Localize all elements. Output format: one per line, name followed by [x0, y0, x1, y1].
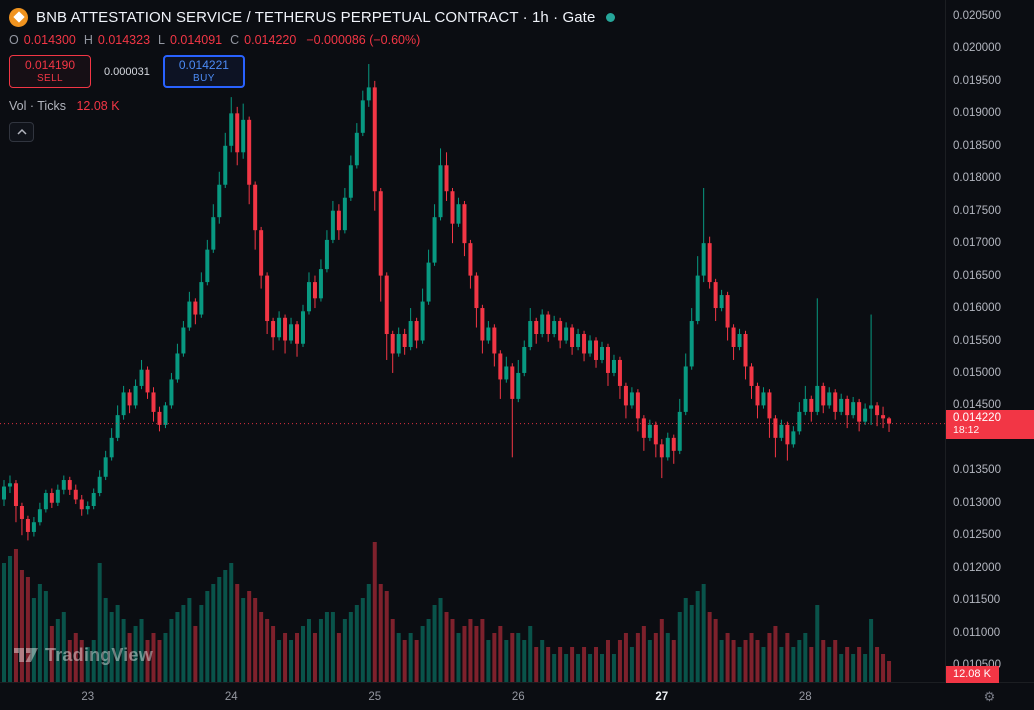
volume-axis-label: 12.08 K	[946, 666, 999, 683]
change-value: −0.000086 (−0.60%)	[306, 33, 421, 47]
tradingview-logo-icon	[14, 648, 38, 662]
price-axis-label: 0.016500	[953, 269, 1001, 282]
price-axis-label: 0.020500	[953, 10, 1001, 22]
ohlc-readout: O 0.014300 H 0.014323 L 0.014091 C 0.014…	[9, 33, 615, 47]
price-axis-label: 0.017500	[953, 204, 1001, 217]
chart-legend: BNB ATTESTATION SERVICE / TETHERUS PERPE…	[9, 6, 616, 142]
buy-button[interactable]: 0.014221 BUY	[162, 55, 245, 88]
close-label: C	[230, 33, 240, 47]
open-value: 0.014300	[23, 33, 76, 47]
time-axis-label: 26	[511, 690, 525, 703]
tradingview-watermark-text: TradingView	[45, 644, 153, 665]
low-label: L	[158, 33, 165, 47]
legend-collapse-button[interactable]	[9, 122, 34, 142]
time-axis-label: 24	[224, 690, 238, 703]
axis-settings-corner[interactable]: ⚙	[945, 682, 1034, 710]
close-value: 0.014220	[244, 33, 297, 47]
price-axis-label: 0.015000	[953, 366, 1001, 379]
buy-label: BUY	[193, 73, 215, 85]
price-axis-label: 0.012000	[953, 561, 1001, 574]
open-label: O	[9, 33, 19, 47]
last-price-label: 0.014220 18:12	[946, 409, 1034, 439]
price-axis-label: 0.018500	[953, 139, 1001, 152]
high-value: 0.014323	[97, 33, 151, 47]
time-axis-label: 23	[81, 690, 95, 703]
price-axis-label: 0.018000	[953, 172, 1001, 185]
symbol-title[interactable]: BNB ATTESTATION SERVICE / TETHERUS PERPE…	[36, 8, 596, 26]
time-axis[interactable]: 23 24 25 26 27 28	[0, 682, 945, 710]
time-axis-label: 25	[368, 690, 382, 703]
price-axis-label: 0.020000	[953, 42, 1001, 55]
price-axis-label: 0.011000	[953, 626, 1001, 639]
sell-price: 0.014190	[24, 57, 76, 72]
sell-label: SELL	[36, 73, 64, 85]
bnb-diamond-icon	[12, 11, 25, 23]
spread-value: 0.000031	[104, 65, 150, 78]
price-axis-label: 0.012500	[953, 529, 1001, 542]
price-axis-label: 0.015500	[953, 334, 1001, 347]
buy-price: 0.014221	[178, 57, 229, 72]
tradingview-watermark[interactable]: TradingView	[14, 644, 153, 666]
chevron-up-icon	[16, 128, 27, 135]
time-axis-label: 27	[655, 690, 669, 703]
price-axis-label: 0.011500	[953, 594, 1001, 607]
time-axis-label: 28	[798, 690, 812, 703]
price-axis-label: 0.017000	[953, 237, 1001, 250]
volume-indicator-label[interactable]: Vol · Ticks	[9, 99, 66, 113]
sell-button[interactable]: 0.014190 SELL	[9, 55, 91, 88]
price-axis-label: 0.014500	[953, 399, 1001, 412]
price-axis-label: 0.013000	[953, 496, 1001, 509]
price-axis-label: 0.019500	[953, 74, 1001, 87]
symbol-logo-icon	[9, 7, 28, 27]
price-axis-label: 0.016000	[953, 302, 1001, 315]
price-axis-label: 0.013500	[953, 464, 1001, 477]
price-axis-label: 0.019000	[953, 107, 1001, 120]
settings-gear-icon[interactable]: ⚙	[983, 688, 996, 704]
price-axis[interactable]: 0.014220 18:12 12.08 K 0.020500 0.020000 0…	[945, 0, 1034, 683]
volume-indicator-row: Vol · Ticks 12.08 K	[9, 99, 615, 113]
chart-canvas[interactable]	[0, 0, 945, 682]
bar-countdown: 18:12	[953, 423, 980, 436]
low-value: 0.014091	[170, 33, 223, 47]
volume-indicator-value: 12.08 K	[76, 99, 120, 113]
market-status-dot-icon[interactable]	[606, 12, 616, 22]
high-label: H	[83, 33, 93, 47]
last-price-value: 0.014220	[953, 411, 1001, 424]
